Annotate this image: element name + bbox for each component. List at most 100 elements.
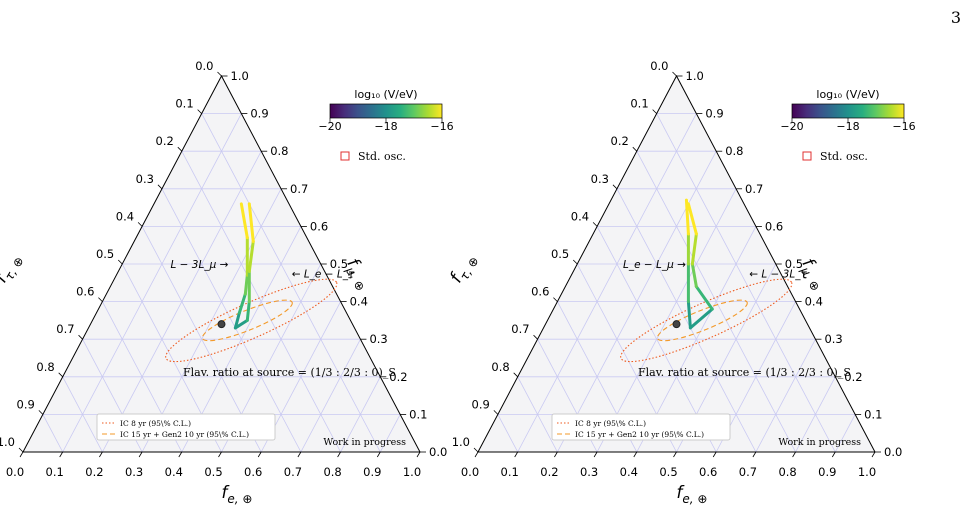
axis-label-bottom: fe, ⊕: [676, 483, 707, 506]
std-osc-legend-marker: [802, 151, 812, 161]
grid-line: [616, 188, 757, 453]
right-tick-label: 0.2: [844, 370, 862, 384]
tick-mark: [19, 451, 24, 458]
grid-line: [161, 188, 302, 453]
flavor-curve-segment: [694, 285, 714, 311]
flavor-curve-segment: [690, 232, 698, 266]
contour-ic8yr: [165, 278, 338, 363]
bottom-tick-label: 0.8: [323, 465, 341, 479]
left-tick-label: 0.9: [17, 397, 35, 411]
right-tick-label: 0.4: [805, 295, 823, 309]
left-tick-label: 0.7: [56, 322, 74, 336]
bottom-tick-label: 0.4: [165, 465, 183, 479]
tick-mark: [157, 184, 163, 190]
tick-mark: [673, 451, 677, 458]
flavor-curve-segment: [237, 292, 247, 315]
tick-mark: [553, 297, 558, 302]
ternary-panel-2: 0.0 0.1 0.2 0.3 0.4 0.5 0.6 0.7 0.8 0.9 1.0 0.0 0.1 0…: [446, 59, 915, 506]
flavor-curve-segment: [233, 311, 241, 330]
tick-mark: [612, 184, 618, 190]
tick-mark: [533, 334, 538, 340]
right-tick-label: 0.4: [350, 295, 368, 309]
tick-mark: [514, 451, 519, 458]
bottom-tick-label: 0.2: [540, 465, 558, 479]
tick-mark: [257, 451, 262, 458]
left-tick-label: 0.6: [531, 285, 549, 299]
flavor-curve-segment: [686, 300, 692, 330]
tick-mark: [178, 451, 183, 458]
tick-mark: [376, 451, 381, 458]
flavor-curve-segment: [239, 202, 249, 240]
legend-item-label: IC 8 yr (95\% C.L.): [575, 419, 646, 428]
tick-mark: [712, 451, 717, 458]
grid-line: [62, 113, 242, 453]
annotation-left: L − 3L_μ →: [170, 259, 228, 271]
colorbar-tick-label: −20: [780, 120, 803, 133]
left-tick-label: 0.5: [96, 247, 114, 261]
bottom-tick-label: 0.9: [363, 465, 381, 479]
contour-legend-box: [96, 413, 276, 441]
left-tick-label: 0.3: [136, 172, 154, 186]
flavor-curve-segment: [243, 273, 249, 296]
right-tick-label: 0.8: [725, 144, 743, 158]
tick-mark: [473, 447, 479, 453]
flavor-curve-segment: [247, 202, 255, 243]
left-tick-label: 0.4: [116, 209, 134, 223]
contour-ic15yr-gen2: [656, 299, 748, 342]
bottom-tick-label: 0.1: [501, 465, 519, 479]
colorbar: [791, 103, 905, 119]
colorbar: [329, 103, 443, 119]
grid-line: [201, 113, 381, 453]
flavor-curve-segment: [245, 300, 251, 322]
right-tick-label: 0.3: [369, 332, 387, 346]
tick-mark: [58, 372, 63, 378]
bottom-tick-label: 0.8: [778, 465, 796, 479]
bottom-tick-label: 0.0: [461, 465, 479, 479]
bottom-tick-label: 0.3: [125, 465, 143, 479]
bottom-tick-label: 0.5: [659, 465, 677, 479]
std-osc-marker: [217, 320, 226, 329]
tick-mark: [18, 447, 24, 453]
right-tick-label: 0.1: [864, 407, 882, 421]
tick-mark: [98, 297, 103, 302]
colorbar-tick-label: −18: [374, 120, 397, 133]
left-tick-label: 1.0: [452, 435, 470, 449]
tick-mark: [416, 451, 421, 458]
std-osc-legend-label: Std. osc.: [820, 150, 868, 163]
tick-mark: [633, 451, 638, 458]
axis-label-left: fτ, ⊕: [0, 250, 27, 288]
tick-mark: [554, 451, 558, 458]
bottom-tick-label: 1.0: [403, 465, 421, 479]
left-tick-label: 1.0: [0, 435, 15, 449]
contour-ic15yr-gen2: [201, 299, 293, 342]
left-tick-label: 0.2: [156, 134, 174, 148]
left-tick-label: 0.2: [611, 134, 629, 148]
annotation-left: L_e − L_μ →: [623, 259, 686, 271]
contour-legend-box: [551, 413, 731, 441]
tick-mark: [831, 451, 836, 458]
tick-mark: [652, 109, 657, 114]
tick-mark: [474, 451, 479, 458]
tick-mark: [59, 451, 64, 458]
right-tick-label: 0.6: [310, 219, 328, 233]
left-tick-label: 0.7: [511, 322, 529, 336]
tick-mark: [592, 222, 598, 227]
tick-mark: [572, 259, 578, 265]
tick-mark: [218, 451, 222, 458]
tick-mark: [38, 410, 44, 415]
left-tick-label: 0.4: [571, 209, 589, 223]
grid-line: [379, 414, 401, 453]
annotation-right: ← L − 3L_τ: [749, 269, 807, 281]
grid-line: [62, 376, 103, 453]
right-tick-label: 0.9: [250, 107, 268, 121]
tick-mark: [493, 410, 499, 415]
grid-line: [497, 414, 519, 453]
left-tick-label: 0.9: [472, 397, 490, 411]
left-tick-label: 0.8: [491, 360, 509, 374]
right-tick-label: 0.6: [765, 219, 783, 233]
right-tick-label: 1.0: [686, 69, 704, 83]
tick-mark: [593, 451, 598, 458]
tick-mark: [117, 259, 123, 265]
contour-ic8yr: [620, 278, 793, 363]
